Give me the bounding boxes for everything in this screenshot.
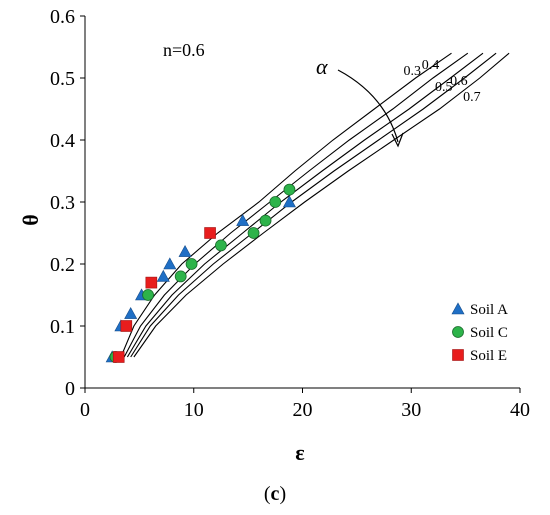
soil-a-point	[163, 257, 177, 270]
soil-c-point	[259, 214, 272, 227]
soil-c-point	[247, 227, 260, 239]
y-tick-label: 0.2	[50, 254, 75, 276]
curve-label: 0.4	[422, 58, 440, 73]
y-tick-label: 0	[65, 378, 75, 400]
y-axis-title: θ	[18, 214, 43, 225]
y-tick-label: 0.3	[50, 192, 75, 214]
soil-a-legend-label: Soil A	[470, 302, 508, 318]
y-tick-label: 0.4	[50, 130, 75, 152]
alpha-curve-0.4	[123, 52, 469, 358]
soil-a-point	[124, 306, 138, 319]
soil-a-point	[178, 244, 192, 257]
x-tick-label: 40	[510, 399, 530, 421]
curve-label: 0.6	[450, 74, 468, 89]
curve-label: 0.3	[403, 64, 421, 79]
x-tick-label: 20	[293, 399, 313, 421]
soil-c-legend-label: Soil C	[470, 325, 508, 341]
soil-e-point	[120, 320, 133, 332]
alpha-curves: 0.3 0.4 0.50.60.7	[120, 52, 510, 358]
alpha-label: α	[316, 54, 328, 79]
alpha-arrowhead	[391, 132, 404, 148]
soil-a-point	[236, 213, 250, 226]
soil-a-legend-marker	[451, 302, 465, 315]
curve-label: 0.7	[463, 90, 481, 105]
soil-e-point	[145, 276, 158, 289]
alpha-curve-0.5	[126, 52, 484, 358]
soil-c-point	[283, 183, 296, 196]
soil-e-legend-marker	[452, 349, 464, 361]
x-tick-label: 30	[401, 399, 421, 421]
soil-c-legend-marker	[452, 326, 464, 338]
y-tick-label: 0.5	[50, 68, 75, 90]
soil-e-point	[204, 227, 216, 239]
soil-e-legend-label: Soil E	[470, 348, 507, 364]
x-tick-label: 0	[80, 399, 90, 421]
x-axis-title: ε	[295, 440, 304, 465]
soil-c-point	[269, 196, 282, 208]
data-points	[105, 183, 296, 363]
alpha-curve-0.6	[130, 52, 497, 358]
y-tick-label: 0.1	[50, 316, 75, 338]
soil-c-point	[215, 239, 227, 252]
legend: Soil A Soil C Soil E	[451, 302, 508, 364]
soil-a-point	[156, 269, 170, 282]
soil-a-point	[282, 195, 296, 208]
figure-caption: (c)	[264, 483, 286, 505]
plot-area: 00.10.20.30.40.50.60 10 20 30 40	[50, 6, 530, 421]
soil-c-point	[185, 258, 198, 270]
soil-c-point	[142, 289, 154, 301]
alpha-curve-0.3	[120, 52, 452, 358]
alpha-arrow	[337, 69, 399, 143]
y-tick-label: 0.6	[50, 6, 75, 28]
soil-c-point	[174, 270, 187, 283]
curve-label: 0.5	[435, 80, 453, 95]
x-tick-label: 10	[184, 399, 204, 421]
n-annotation: n=0.6	[163, 40, 205, 60]
alpha-curve-0.7	[133, 52, 510, 358]
soil-e-point	[112, 351, 125, 363]
